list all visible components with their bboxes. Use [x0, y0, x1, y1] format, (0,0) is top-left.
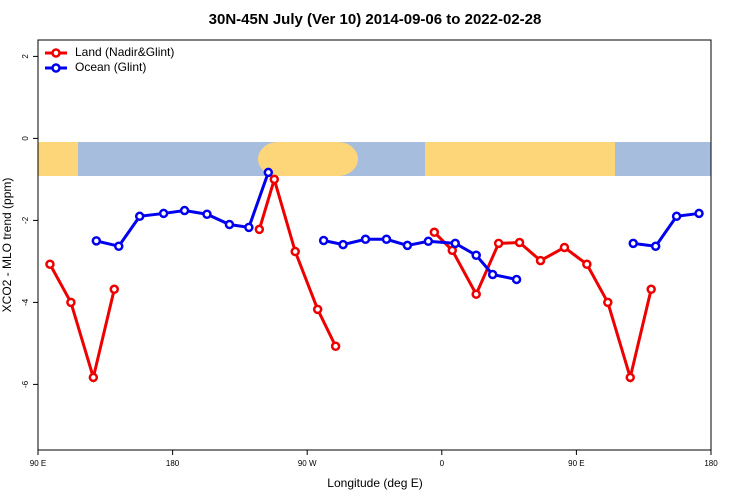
- x-tick-label: 90 W: [298, 459, 317, 468]
- point: [244, 222, 254, 233]
- point: [625, 372, 635, 383]
- series-line: [95, 171, 700, 281]
- point: [402, 240, 413, 251]
- chart-title: 30N-45N July (Ver 10) 2014-09-06 to 2022…: [209, 11, 542, 28]
- x-axis-label: Longitude (deg E): [327, 476, 422, 490]
- point: [134, 211, 145, 222]
- plot-frame: [37, 39, 712, 451]
- point: [559, 242, 570, 253]
- point: [224, 219, 235, 230]
- point: [671, 211, 682, 222]
- point: [290, 246, 300, 257]
- legend: Land (Nadir&Glint)Ocean (Glint): [45, 45, 174, 74]
- point: [471, 289, 481, 299]
- series-line: [48, 174, 653, 384]
- point: [330, 341, 341, 352]
- point: [511, 274, 522, 285]
- point: [88, 372, 99, 383]
- point: [338, 239, 348, 250]
- point: [535, 255, 546, 266]
- point: [269, 174, 280, 185]
- map-band: [38, 142, 711, 176]
- point: [603, 297, 613, 308]
- point: [628, 238, 638, 249]
- point: [179, 205, 190, 216]
- y-tick-label: -4: [21, 298, 30, 306]
- point: [423, 236, 434, 247]
- y-tick-label: -2: [21, 216, 30, 224]
- point: [694, 208, 704, 219]
- point: [582, 259, 592, 270]
- point: [318, 235, 329, 246]
- point: [202, 209, 212, 219]
- y-tick-label: 2: [21, 54, 30, 59]
- x-tick-label: 180: [166, 459, 180, 468]
- y-tick-label: 0: [21, 136, 30, 141]
- point: [514, 237, 525, 248]
- legend-label: Land (Nadir&Glint): [75, 45, 174, 59]
- y-axis-label: XCO2 - MLO trend (ppm): [0, 178, 14, 313]
- point: [91, 236, 102, 246]
- point: [646, 284, 656, 295]
- legend-marker: [51, 63, 61, 73]
- point: [312, 304, 323, 315]
- point: [263, 167, 274, 178]
- x-tick-label: 90 E: [30, 459, 46, 468]
- point: [650, 241, 661, 251]
- point: [471, 250, 481, 260]
- legend-marker: [51, 48, 61, 58]
- point: [450, 238, 461, 249]
- point: [158, 208, 169, 219]
- point: [429, 227, 440, 238]
- x-tick-label: 180: [704, 459, 718, 468]
- point: [254, 224, 265, 235]
- x-tick-label: 0: [440, 459, 445, 468]
- point: [381, 234, 392, 245]
- x-tick-label: 90 E: [568, 459, 584, 468]
- point: [493, 238, 504, 249]
- point: [487, 269, 498, 280]
- point: [45, 259, 55, 270]
- point: [109, 284, 120, 295]
- point: [66, 297, 76, 308]
- point: [360, 234, 371, 245]
- point: [114, 241, 124, 251]
- legend-label: Ocean (Glint): [75, 60, 146, 74]
- y-tick-label: -6: [21, 380, 30, 388]
